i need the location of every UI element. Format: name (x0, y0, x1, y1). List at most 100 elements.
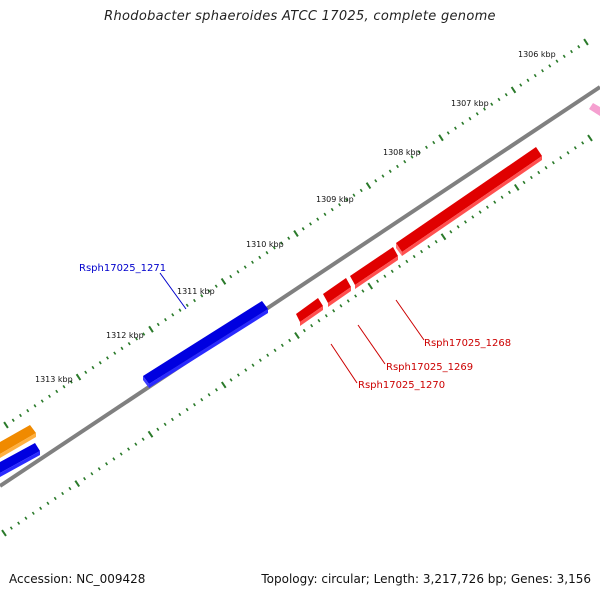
inner-tick (214, 388, 218, 392)
map-title: Rhodobacter sphaeroides ATCC 17025, comp… (104, 9, 496, 24)
inner-tick (390, 269, 394, 274)
inner-tick (332, 309, 336, 313)
inner-tick (74, 480, 81, 488)
outer-tick (265, 250, 269, 255)
inner-tick (529, 175, 533, 180)
outer-tick (178, 308, 182, 312)
outer-tick (185, 303, 189, 308)
scale-label-1313: 1313 kbp (35, 375, 73, 384)
outer-tick (171, 313, 175, 317)
inner-tick (302, 328, 306, 333)
outer-tick (164, 317, 167, 322)
inner-tick (361, 289, 365, 293)
leader-line-1268 (395, 299, 425, 341)
gene-blue-edge-feature[interactable] (0, 443, 40, 477)
gene-rsph17025-small-red-feature[interactable] (296, 298, 323, 326)
inner-tick (398, 264, 402, 269)
genome-backbone (0, 85, 600, 488)
gene-rsph17025-1271-feature[interactable] (143, 301, 268, 388)
inner-tick (24, 516, 28, 520)
inner-tick (440, 233, 447, 241)
inner-tick (522, 180, 526, 185)
outer-tick (583, 38, 589, 46)
outer-tick (301, 227, 305, 231)
scale-label-1306: 1306 kbp (518, 50, 556, 59)
gene-label-rsph17025-1269[interactable]: Rsph17025_1269 (386, 362, 473, 373)
inner-tick (119, 452, 123, 456)
inner-tick (258, 358, 262, 362)
outer-tick (323, 212, 327, 217)
inner-tick (112, 457, 116, 461)
outer-tick (403, 159, 407, 164)
rna-marker-feature[interactable] (589, 103, 600, 116)
gene-rsph17025-1269-feature[interactable] (350, 247, 398, 289)
inner-tick (294, 332, 300, 339)
outer-tick-row (3, 38, 589, 429)
inner-tick (471, 215, 475, 219)
inner-tick (46, 501, 50, 506)
inner-tick (105, 462, 109, 466)
inner-tick (324, 314, 328, 318)
inner-tick (185, 407, 189, 412)
outer-tick (293, 230, 299, 237)
inner-tick (1, 529, 7, 537)
inner-tick (420, 249, 424, 254)
scale-label-1308: 1308 kbp (383, 148, 421, 157)
outer-tick (33, 404, 37, 408)
inner-tick (90, 472, 94, 476)
inner-tick (236, 373, 240, 377)
outer-tick (454, 126, 457, 130)
inner-tick (354, 294, 358, 298)
inner-tick (412, 254, 416, 259)
inner-tick (9, 526, 13, 530)
outer-tick (438, 134, 444, 142)
gene-rsph17025-1268-feature[interactable] (396, 147, 542, 256)
outer-tick (135, 337, 138, 341)
inner-tick (288, 338, 292, 343)
outer-tick (396, 164, 399, 169)
outer-tick (316, 217, 320, 221)
outer-tick (272, 246, 276, 250)
inner-tick (317, 318, 321, 323)
outer-tick (330, 207, 334, 212)
outer-tick (207, 289, 211, 293)
inner-tick (310, 323, 314, 328)
outer-tick (280, 241, 283, 245)
outer-tick (359, 188, 363, 193)
inner-tick (513, 183, 520, 191)
outer-tick (417, 150, 421, 154)
inner-tick (229, 378, 233, 382)
inner-tick (346, 299, 350, 303)
outer-tick (84, 370, 88, 375)
outer-tick (127, 341, 131, 346)
gene-label-rsph17025-1268[interactable]: Rsph17025_1268 (424, 338, 511, 349)
outer-tick (120, 346, 124, 351)
outer-tick (214, 284, 218, 288)
outer-tick (309, 222, 312, 226)
scale-label-1311: 1311 kbp (177, 287, 215, 296)
inner-tick (449, 230, 453, 234)
inner-tick (383, 274, 387, 278)
outer-tick (519, 83, 523, 87)
inner-tick (551, 160, 555, 165)
gene-label-rsph17025-1271[interactable]: Rsph17025_1271 (79, 263, 166, 274)
gene-orange-edge-feature[interactable] (0, 425, 36, 458)
inner-tick (463, 220, 467, 224)
inner-tick (581, 141, 585, 145)
inner-tick (405, 259, 409, 264)
inner-tick (507, 190, 511, 195)
gene-rsph17025-1270-feature[interactable] (323, 278, 351, 307)
outer-tick (75, 373, 82, 381)
scale-label-1309: 1309 kbp (316, 195, 354, 204)
outer-tick (555, 59, 559, 63)
inner-tick (537, 170, 541, 175)
inner-tick-row (1, 134, 593, 537)
inner-tick (244, 368, 248, 372)
outer-tick (374, 179, 378, 183)
inner-tick (127, 447, 131, 451)
outer-tick (365, 182, 372, 190)
inner-tick (207, 393, 211, 397)
gene-label-rsph17025-1270[interactable]: Rsph17025_1270 (358, 380, 445, 391)
outer-tick (19, 413, 22, 418)
